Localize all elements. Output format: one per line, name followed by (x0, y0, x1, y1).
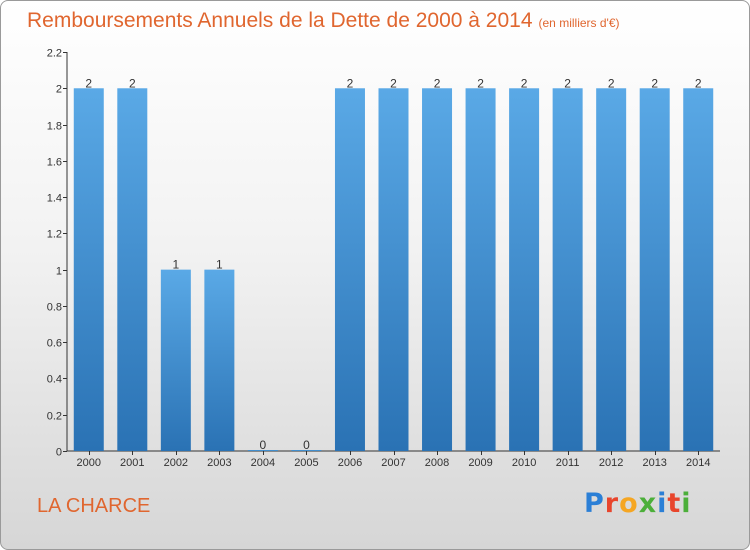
chart-title: Remboursements Annuels de la Dette de 20… (27, 9, 620, 33)
proxiti-logo: Proxiti (584, 488, 692, 519)
y-tick-label: 1 (56, 266, 62, 278)
logo-letter: x (638, 488, 658, 519)
x-tick-label: 2004 (251, 457, 275, 469)
y-tick-label: 1.2 (47, 229, 62, 241)
data-label: 2 (347, 76, 354, 90)
y-tick-label: 2 (56, 84, 62, 96)
x-tick-label: 2002 (164, 457, 188, 469)
bar (683, 88, 714, 451)
logo-letter: t (667, 488, 682, 519)
data-label: 1 (172, 258, 179, 272)
bar (596, 88, 627, 451)
x-tick-label: 2012 (599, 457, 623, 469)
bar (247, 450, 278, 451)
x-tick-label: 2001 (120, 457, 144, 469)
data-label: 2 (564, 76, 571, 90)
y-tick-label: 0.6 (47, 338, 62, 350)
data-label: 1 (216, 258, 223, 272)
logo-letter: i (681, 488, 692, 519)
y-tick-label: 0.2 (47, 411, 62, 423)
x-tick-label: 2011 (556, 457, 580, 469)
logo-letter: P (584, 488, 605, 519)
x-tick-label: 2005 (294, 457, 318, 469)
data-label: 2 (695, 76, 702, 90)
x-tick-label: 2014 (686, 457, 710, 469)
data-label: 0 (260, 438, 267, 452)
logo-letter: i (657, 488, 668, 519)
y-tick-label: 2.2 (47, 48, 62, 60)
bar (204, 269, 235, 451)
bar (509, 88, 540, 451)
commune-name: LA CHARCE (37, 495, 151, 517)
data-label: 2 (129, 76, 136, 90)
data-label: 2 (651, 76, 658, 90)
x-tick-label: 2010 (512, 457, 536, 469)
y-tick-label: 0 (56, 447, 62, 459)
data-label: 2 (477, 76, 484, 90)
x-tick-label: 2006 (338, 457, 362, 469)
bar (378, 88, 409, 451)
data-label: 2 (390, 76, 397, 90)
y-tick-label: 1.8 (47, 121, 62, 133)
x-tick-label: 2008 (425, 457, 449, 469)
x-tick-label: 2007 (381, 457, 405, 469)
bar (639, 88, 670, 451)
x-tick-label: 2003 (207, 457, 231, 469)
bar (465, 88, 496, 451)
data-label: 2 (521, 76, 528, 90)
x-tick-label: 2000 (77, 457, 101, 469)
bar (552, 88, 583, 451)
bar (73, 88, 104, 451)
x-tick-label: 2013 (642, 457, 666, 469)
x-tick-label: 2009 (468, 457, 492, 469)
data-label: 2 (434, 76, 441, 90)
chart-subtitle: (en milliers d'€) (538, 16, 620, 30)
bar (291, 450, 322, 451)
y-tick-label: 0.4 (47, 374, 62, 386)
logo-letter: o (619, 488, 639, 519)
bar (422, 88, 453, 451)
bar (160, 269, 191, 451)
logo-letter: r (604, 488, 620, 519)
data-label: 0 (303, 438, 310, 452)
y-tick-label: 1.4 (47, 193, 62, 205)
bar (334, 88, 365, 451)
bar (117, 88, 148, 451)
y-tick-label: 1.6 (47, 157, 62, 169)
data-label: 2 (85, 76, 92, 90)
y-tick-label: 0.8 (47, 302, 62, 314)
chart-title-text: Remboursements Annuels de la Dette de 20… (27, 9, 533, 32)
data-label: 2 (608, 76, 615, 90)
